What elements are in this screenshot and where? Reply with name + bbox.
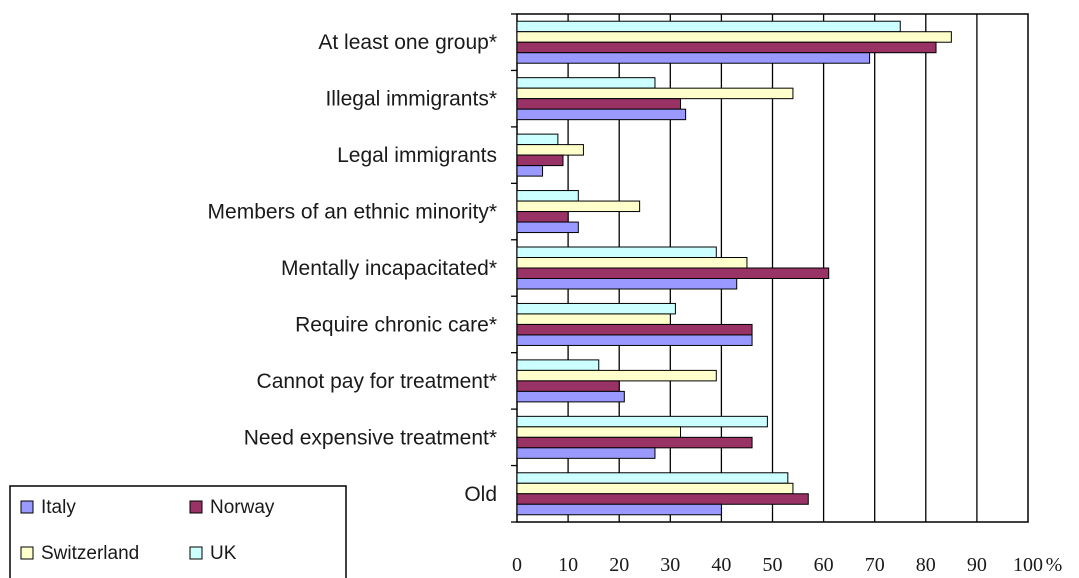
- x-tick-label: 50: [763, 554, 783, 576]
- category-label: Illegal immigrants*: [325, 88, 497, 111]
- bar-uk-old: [516, 472, 789, 484]
- x-unit-label: %: [1046, 554, 1063, 576]
- bar-norway-need-expensive-treatment: [516, 436, 753, 449]
- x-axis-ticks: 0 10 20 30 40 50 60 70 80 90 100%: [512, 554, 1062, 576]
- category-label: Require chronic care*: [295, 313, 497, 336]
- bar-norway-old: [516, 493, 809, 505]
- category-label: Old: [464, 483, 497, 506]
- bar-switzerland-at-least-one-group: [516, 31, 952, 43]
- plot-area: [511, 13, 1029, 523]
- bar-norway-at-least-one-group: [516, 41, 937, 54]
- bar-norway-members-of-an-ethnic-minority: [516, 211, 569, 223]
- bar-uk-members-of-an-ethnic-minority: [516, 190, 579, 202]
- x-tick-label: 60: [814, 554, 834, 576]
- legend-swatch-switzerland: [20, 546, 34, 560]
- bar-uk-require-chronic-care: [516, 302, 676, 315]
- legend-label-norway: Norway: [210, 497, 275, 518]
- legend: Italy Norway Switzerland UK: [9, 485, 347, 578]
- bar-uk-legal-immigrants: [516, 133, 559, 146]
- category-label: Cannot pay for treatment*: [257, 370, 497, 393]
- category-label: Need expensive treatment*: [244, 426, 497, 449]
- legend-label-switzerland: Switzerland: [41, 543, 139, 564]
- bar-italy-at-least-one-group: [516, 52, 871, 64]
- bar-norway-cannot-pay-for-treatment: [516, 380, 620, 392]
- bar-switzerland-members-of-an-ethnic-minority: [516, 200, 641, 213]
- bar-italy-cannot-pay-for-treatment: [516, 390, 625, 403]
- x-tick-label: 20: [609, 554, 629, 576]
- category-label: Mentally incapacitated*: [281, 257, 497, 280]
- bar-italy-need-expensive-treatment: [516, 447, 656, 459]
- x-tick-label: 80: [916, 554, 936, 576]
- x-tick-label: 90: [967, 554, 987, 576]
- bar-uk-need-expensive-treatment: [516, 415, 768, 428]
- x-tick-label: 70: [865, 554, 885, 576]
- x-tick-label: 40: [711, 554, 731, 576]
- legend-box: [9, 485, 347, 578]
- category-labels: At least one group* Illegal immigrants* Le…: [208, 31, 497, 506]
- legend-label-uk: UK: [210, 543, 237, 564]
- bar-italy-legal-immigrants: [516, 165, 544, 177]
- bar-norway-require-chronic-care: [516, 323, 753, 336]
- bar-switzerland-illegal-immigrants: [516, 87, 794, 100]
- bar-uk-at-least-one-group: [516, 20, 901, 33]
- category-label: Members of an ethnic minority*: [208, 201, 497, 224]
- category-label: Legal immigrants: [337, 144, 497, 167]
- bar-norway-illegal-immigrants: [516, 98, 682, 110]
- x-tick-label: 30: [660, 554, 680, 576]
- bar-italy-require-chronic-care: [516, 334, 753, 346]
- bar-switzerland-cannot-pay-for-treatment: [516, 369, 717, 382]
- legend-swatch-norway: [189, 500, 203, 514]
- bar-italy-members-of-an-ethnic-minority: [516, 221, 579, 234]
- bar-norway-legal-immigrants: [516, 154, 564, 167]
- x-tick-label: 0: [512, 554, 522, 576]
- bar-switzerland-require-chronic-care: [516, 313, 671, 325]
- x-tick-label: 100: [1013, 554, 1043, 576]
- bar-switzerland-legal-immigrants: [516, 144, 584, 156]
- bar-italy-illegal-immigrants: [516, 108, 687, 121]
- bar-switzerland-need-expensive-treatment: [516, 426, 682, 438]
- bar-switzerland-old: [516, 482, 794, 495]
- bar-uk-mentally-incapacitated: [516, 246, 717, 258]
- bar-italy-old: [516, 503, 722, 516]
- bar-switzerland-mentally-incapacitated: [516, 257, 748, 269]
- legend-label-italy: Italy: [41, 497, 76, 518]
- bar-italy-mentally-incapacitated: [516, 278, 738, 290]
- bar-uk-cannot-pay-for-treatment: [516, 359, 600, 371]
- bar-norway-mentally-incapacitated: [516, 267, 830, 279]
- bar-uk-illegal-immigrants: [516, 77, 656, 89]
- legend-swatch-uk: [189, 546, 203, 560]
- x-tick-label: 10: [558, 554, 578, 576]
- category-label: At least one group*: [318, 31, 497, 54]
- legend-swatch-italy: [20, 500, 34, 514]
